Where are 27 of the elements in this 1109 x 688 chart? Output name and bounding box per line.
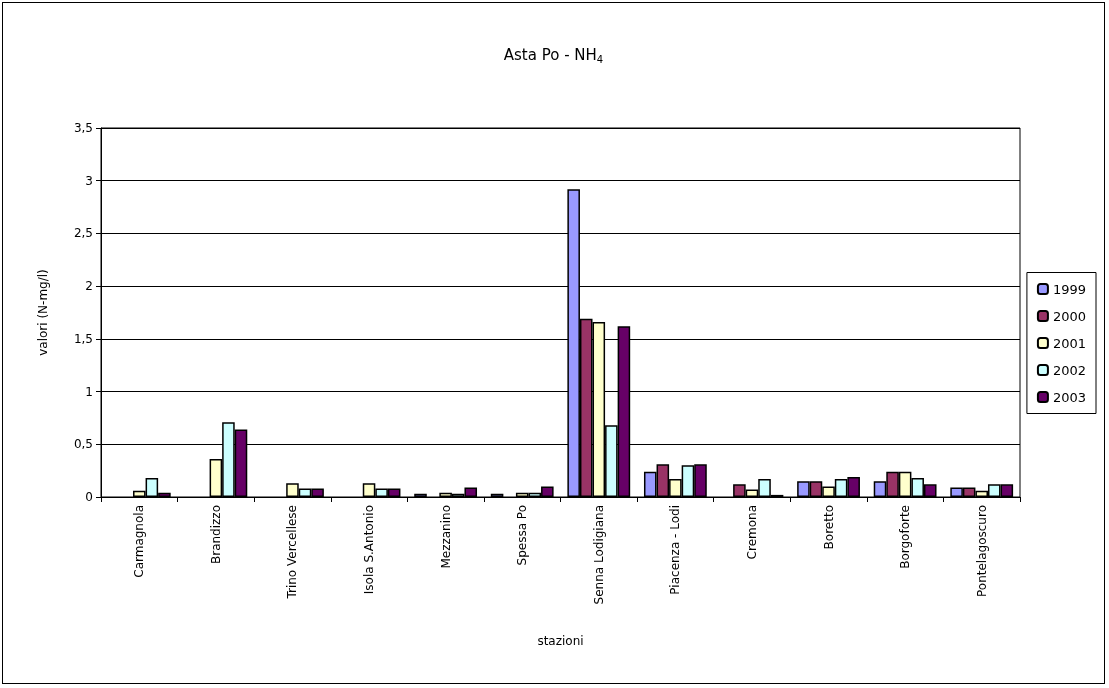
x-tick-label: Brandizzo: [208, 505, 223, 565]
x-tick-label: Piacenza - Lodi: [668, 505, 683, 595]
x-tick-label: Isola S.Antonio: [362, 505, 377, 595]
legend-label: 2003: [1052, 389, 1087, 405]
x-tick-label: Carmagnola: [132, 505, 147, 578]
y-tick-label: 3,5: [73, 121, 93, 135]
x-tick-label: Trino Vercellese: [285, 505, 300, 600]
y-tick-label: 0: [85, 490, 93, 504]
x-axis-title: stazioni: [537, 634, 584, 648]
x-tick-label: Cremona: [744, 505, 759, 560]
legend-label: 2000: [1052, 308, 1087, 324]
x-tick-label: Spessa Po: [515, 505, 530, 566]
legend-label: 2002: [1052, 362, 1087, 378]
x-tick-label: Boretto: [821, 505, 836, 550]
y-axis-title: valori (N-mg/l): [36, 269, 50, 356]
legend-label: 2001: [1052, 335, 1087, 351]
x-tick-label: Borgoforte: [898, 505, 913, 569]
legend-label: 1999: [1052, 281, 1087, 297]
x-tick-label: Mezzanino: [438, 505, 453, 569]
y-tick-label: 2: [85, 279, 93, 294]
y-tick-label: 0,5: [73, 437, 93, 452]
y-tick-label: 3: [85, 173, 93, 188]
x-tick-label: Pontelagoscuro: [974, 505, 989, 597]
x-tick-label: Senna Lodigiana: [591, 505, 606, 605]
y-tick-label: 1: [85, 384, 93, 399]
y-tick-label: 1,5: [73, 331, 93, 346]
y-tick-label: 2,5: [73, 226, 93, 241]
